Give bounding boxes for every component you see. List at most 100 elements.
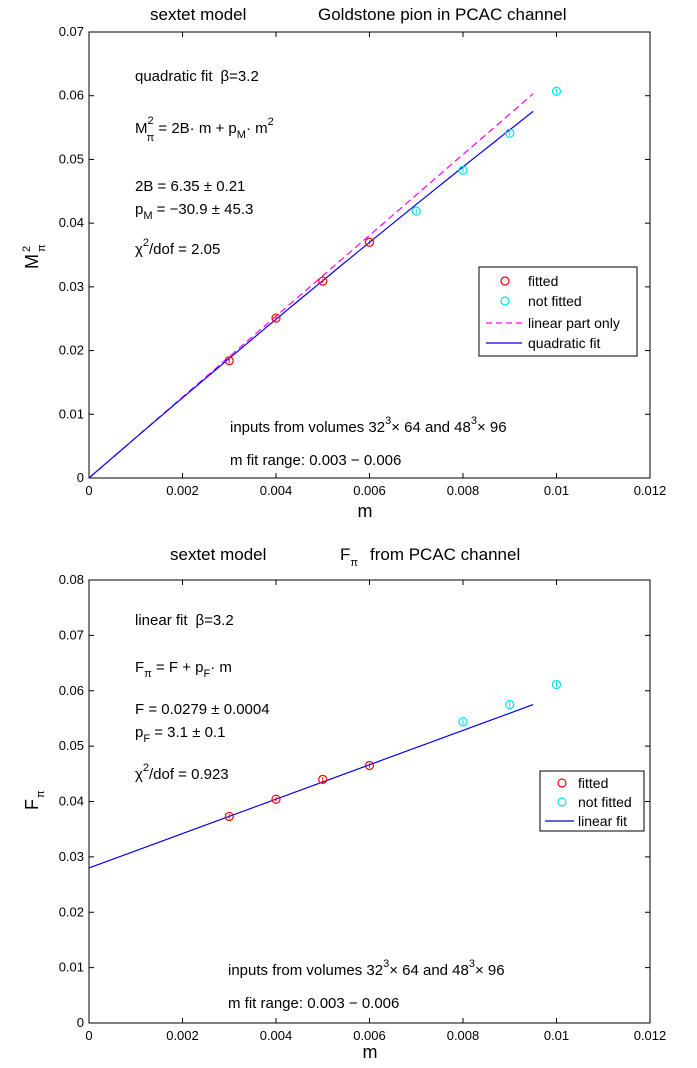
data-point bbox=[318, 774, 328, 784]
y-tick-label: 0.03 bbox=[59, 849, 84, 864]
chart-top-formula-tail-sup: 2 bbox=[268, 116, 274, 128]
data-point bbox=[458, 717, 468, 727]
y-tick-label: 0.08 bbox=[59, 572, 84, 587]
data-point bbox=[505, 699, 515, 710]
y-tick-label: 0.05 bbox=[59, 738, 84, 753]
chart-bottom-marks bbox=[88, 680, 562, 869]
x-tick-label: 0.004 bbox=[260, 483, 293, 498]
chart-top-legend-quad: quadratic fit bbox=[528, 335, 600, 351]
chart-bottom-legend-fitted: fitted bbox=[578, 775, 608, 791]
chart-bottom-fit-range: m fit range: 0.003 − 0.006 bbox=[228, 995, 399, 1012]
chart-top-chi2-sup: 2 bbox=[143, 237, 149, 249]
chart-bottom-legend-notfitted-marker bbox=[557, 797, 567, 807]
data-point bbox=[364, 760, 375, 771]
data-point bbox=[364, 237, 375, 247]
chart-bottom-vol-a-sup: 3 bbox=[383, 958, 389, 970]
y-tick-label: 0.01 bbox=[59, 406, 84, 421]
chart-top-legend-box bbox=[478, 266, 638, 357]
chart-top-legend-fitted: fitted bbox=[528, 273, 558, 289]
chart-top-x-ticks: 0 0.002 0.004 0.006 0.008 0.01 0.012 bbox=[85, 32, 666, 498]
chart-bottom-legend-notfitted: not fitted bbox=[578, 794, 632, 810]
chart-top-y-label-sub: π bbox=[36, 244, 48, 252]
chart-top-beta: β=3.2 bbox=[221, 68, 259, 85]
chart-top-legend-fitted-marker bbox=[500, 276, 510, 286]
data-point bbox=[271, 313, 281, 323]
chart-top-formula-tail: · m bbox=[246, 120, 268, 137]
data-point bbox=[551, 86, 562, 96]
x-tick-label: 0 bbox=[85, 483, 92, 498]
chart-top-fit-prefix: quadratic fit bbox=[135, 68, 213, 85]
chart-top-vol-a-sup: 3 bbox=[385, 415, 391, 427]
chart-bottom-param-pf-p: p bbox=[135, 724, 143, 741]
chart-bottom-param-pf: pF = 3.1 ± 0.1 bbox=[135, 724, 225, 745]
chart-top-y-label-base: M bbox=[22, 254, 42, 269]
y-tick-label: 0.01 bbox=[59, 960, 84, 975]
chart-bottom-chi2: χ2/dof = 0.923 bbox=[135, 762, 229, 783]
chart-top-formula-lhs-sub: π bbox=[147, 132, 155, 144]
chart-bottom-param-pf-rest: = 3.1 ± 0.1 bbox=[150, 724, 225, 741]
y-tick-label: 0.06 bbox=[59, 683, 84, 698]
x-tick-label: 0.004 bbox=[260, 1028, 293, 1043]
chart-top-param-pm: pM = −30.9 ± 45.3 bbox=[135, 201, 253, 222]
chart-top-formula-p-sub: M bbox=[237, 129, 246, 141]
chart-bottom-y-label-base: F bbox=[22, 799, 42, 810]
y-tick-label: 0.04 bbox=[59, 215, 84, 230]
chart-bottom-legend: fitted not fitted linear fit bbox=[539, 770, 645, 832]
chart-top-fit-range: m fit range: 0.003 − 0.006 bbox=[230, 452, 401, 469]
chart-bottom-legend-fitted-marker bbox=[557, 778, 567, 788]
chart-bottom-y-label-sub: π bbox=[35, 790, 47, 798]
y-tick-label: 0.06 bbox=[59, 88, 84, 103]
chart-top-vol-b-sup: 3 bbox=[471, 415, 477, 427]
chart-top-formula-lhs-sup: 2 bbox=[148, 115, 154, 127]
y-tick-label: 0.07 bbox=[59, 627, 84, 642]
chart-top-chi2: χ2/dof = 2.05 bbox=[135, 237, 220, 258]
chart-bottom-chi2-rest: /dof = 0.923 bbox=[149, 766, 229, 783]
chart-bottom-formula-lhs: F bbox=[135, 659, 144, 676]
x-tick-label: 0.008 bbox=[447, 483, 480, 498]
series-line bbox=[88, 704, 534, 869]
chart-bottom-title-model: sextet model bbox=[170, 545, 266, 564]
chart-top-y-label-sup: 2 bbox=[21, 246, 33, 252]
chart-bottom-chi2-sup: 2 bbox=[143, 762, 149, 774]
chart-bottom-param-f: F = 0.0279 ± 0.0004 bbox=[135, 701, 270, 718]
chart-bottom: sextet model Fπ from PCAC channel 00.010… bbox=[22, 545, 666, 1062]
chart-bottom-vol-a: inputs from volumes 32 bbox=[228, 962, 383, 979]
chart-bottom-fit-type: linear fit β=3.2 bbox=[135, 612, 234, 629]
y-tick-label: 0 bbox=[77, 470, 84, 485]
chart-top-legend-notfitted: not fitted bbox=[528, 293, 582, 309]
chart-bottom-y-ticks: 0 0.01 0.02 0.03 0.04 0.05 0.06 0.07 0.08 bbox=[59, 572, 650, 1030]
chart-top-vol-a: inputs from volumes 32 bbox=[230, 419, 385, 436]
x-tick-label: 0.01 bbox=[544, 483, 569, 498]
chart-top-legend-linear: linear part only bbox=[528, 315, 620, 331]
x-tick-label: 0.012 bbox=[634, 483, 667, 498]
chart-top-legend-notfitted-marker bbox=[500, 296, 510, 306]
chart-top-volumes: inputs from volumes 323× 64 and 483× 96 bbox=[230, 415, 507, 436]
chart-bottom-x-axis-label: m bbox=[363, 1042, 378, 1062]
chart-bottom-beta: β=3.2 bbox=[196, 612, 234, 629]
chart-bottom-title-sym-sub: π bbox=[350, 557, 358, 569]
y-tick-label: 0.03 bbox=[59, 279, 84, 294]
chart-bottom-formula-tail: · m bbox=[210, 659, 232, 676]
chart-top-vol-c: × 96 bbox=[477, 419, 507, 436]
y-tick-label: 0.02 bbox=[59, 343, 84, 358]
chart-bottom-param-pf-sub: F bbox=[143, 733, 150, 745]
chart-top-marks bbox=[88, 86, 562, 479]
chart-top-param-pm-p: p bbox=[135, 201, 143, 218]
x-tick-label: 0 bbox=[85, 1028, 92, 1043]
chart-top-formula-mid: = 2B· m + p bbox=[154, 120, 237, 137]
y-tick-label: 0.02 bbox=[59, 904, 84, 919]
chart-bottom-title-sym: Fπ bbox=[340, 545, 358, 569]
chart-bottom-formula: Fπ = F + pF· m bbox=[135, 659, 232, 680]
chart-bottom-x-ticks: 0 0.002 0.004 0.006 0.008 0.01 0.012 bbox=[85, 580, 666, 1043]
chart-top-chi2-chi: χ bbox=[135, 241, 143, 258]
series-line bbox=[88, 93, 534, 479]
chart-top-y-axis-label: M 2 π bbox=[21, 244, 48, 269]
chart-top-fit-type: quadratic fit β=3.2 bbox=[135, 68, 259, 85]
chart-top-vol-b: × 64 and 48 bbox=[391, 419, 471, 436]
chart-bottom-formula-mid: = F + p bbox=[152, 659, 204, 676]
chart-top-formula: M2 π = 2B· m + pM· m2 bbox=[135, 115, 274, 144]
chart-bottom-vol-b: × 64 and 48 bbox=[389, 962, 469, 979]
x-tick-label: 0.008 bbox=[447, 1028, 480, 1043]
chart-top-title-rest: Goldstone pion in PCAC channel bbox=[318, 5, 567, 24]
